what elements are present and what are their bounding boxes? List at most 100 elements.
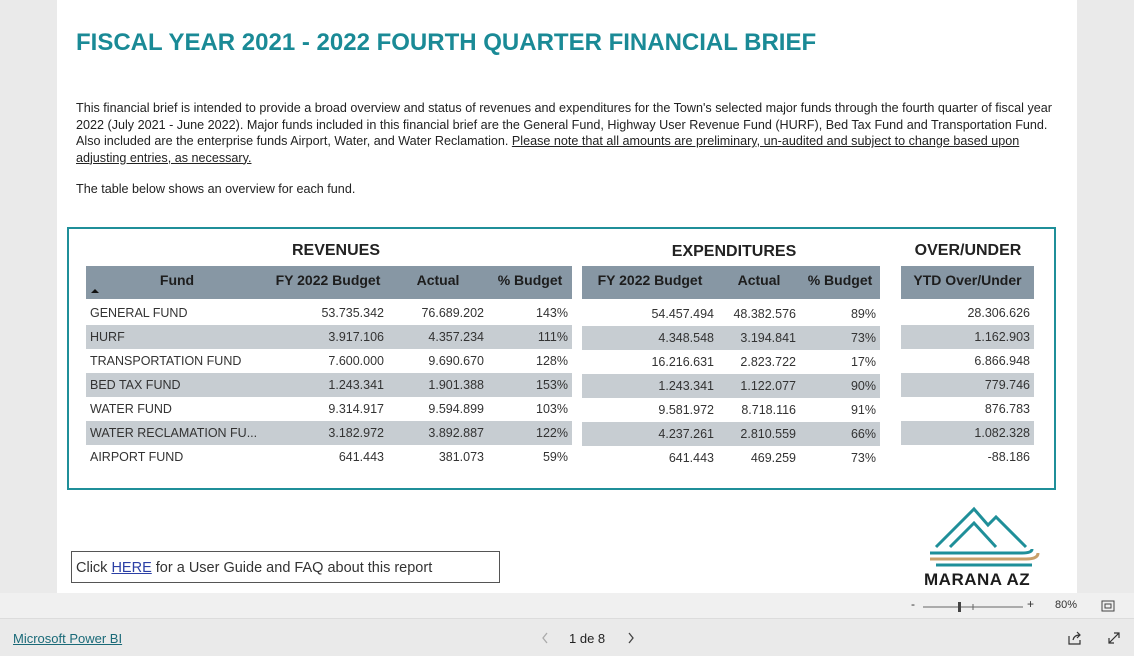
table-row: 9.581.972 8.718.116 91% bbox=[582, 398, 880, 422]
expenditure-column-header: FY 2022 Budget bbox=[597, 272, 703, 288]
link-text: for a User Guide and FAQ about this repo… bbox=[151, 560, 433, 576]
prev-page[interactable] bbox=[540, 631, 550, 645]
table-cell: 641.443 bbox=[338, 450, 384, 464]
fund-name: TRANSPORTATION FUND bbox=[90, 354, 242, 368]
table-cell: 7.600.000 bbox=[328, 354, 384, 368]
revenue-header: Fund FY 2022 Budget Actual % Budget bbox=[86, 266, 572, 299]
table-cell: 381.073 bbox=[438, 450, 484, 464]
fund-name: WATER RECLAMATION FU... bbox=[90, 426, 258, 440]
guide-link[interactable]: HERE bbox=[111, 560, 152, 576]
over-under-header: YTD Over/Under bbox=[901, 266, 1034, 299]
table-cell: 4.357.234 bbox=[428, 330, 484, 344]
table-cell: 1.082.328 bbox=[974, 426, 1030, 440]
table-row: HURF 3.917.106 4.357.234 111% bbox=[86, 325, 572, 349]
table-cell: 9.314.917 bbox=[328, 402, 384, 416]
table-cell: 6.866.948 bbox=[974, 354, 1030, 368]
intro-text: This financial brief is intended to prov… bbox=[76, 101, 1052, 148]
expenditure-column-header: % Budget bbox=[807, 272, 873, 288]
fund-name: WATER FUND bbox=[90, 402, 172, 416]
sort-icon[interactable] bbox=[90, 287, 100, 295]
table-row: WATER RECLAMATION FU... 3.182.972 3.892.88… bbox=[86, 421, 572, 445]
table-row: 28.306.626 bbox=[901, 301, 1034, 325]
table-cell: 90% bbox=[850, 379, 876, 393]
table-cell: 128% bbox=[536, 354, 568, 368]
fund-name: AIRPORT FUND bbox=[90, 450, 184, 464]
link-text: Click bbox=[76, 560, 112, 576]
table-row: 641.443 469.259 73% bbox=[582, 446, 880, 470]
table-row: 876.783 bbox=[901, 397, 1034, 421]
table-cell: 2.823.722 bbox=[740, 355, 796, 369]
table-cell: 1.243.341 bbox=[328, 378, 384, 392]
table-row: TRANSPORTATION FUND 7.600.000 9.690.670 128… bbox=[86, 349, 572, 373]
fund-name: GENERAL FUND bbox=[90, 306, 188, 320]
fullscreen-icon[interactable] bbox=[1106, 630, 1122, 646]
table-row: 4.348.548 3.194.841 73% bbox=[582, 326, 880, 350]
zoom-out[interactable]: - bbox=[911, 597, 915, 611]
table-cell: 3.917.106 bbox=[328, 330, 384, 344]
table-cell: 89% bbox=[850, 307, 876, 321]
table-row: 6.866.948 bbox=[901, 349, 1034, 373]
expenditure-column-header: Actual bbox=[737, 272, 781, 288]
revenues-title: REVENUES bbox=[291, 242, 381, 259]
table-cell: 1.162.903 bbox=[974, 330, 1030, 344]
table-cell: 73% bbox=[850, 331, 876, 345]
table-cell: 9.581.972 bbox=[658, 403, 714, 417]
logo-mark bbox=[930, 506, 1040, 567]
table-cell: 143% bbox=[536, 306, 568, 320]
table-cell: 16.216.631 bbox=[651, 355, 714, 369]
table-cell: 48.382.576 bbox=[733, 307, 796, 321]
table-cell: 9.594.899 bbox=[428, 402, 484, 416]
table-cell: 779.746 bbox=[984, 378, 1030, 392]
table-cell: 641.443 bbox=[668, 451, 714, 465]
brand-link[interactable]: Microsoft Power BI bbox=[13, 631, 123, 646]
table-row: 54.457.494 48.382.576 89% bbox=[582, 302, 880, 326]
table-cell: 53.735.342 bbox=[321, 306, 384, 320]
table-cell: 111% bbox=[537, 330, 568, 344]
table-note: The table below shows an overview for ea… bbox=[76, 182, 356, 196]
table-row: 16.216.631 2.823.722 17% bbox=[582, 350, 880, 374]
table-cell: 153% bbox=[536, 378, 568, 392]
table-row: 779.746 bbox=[901, 373, 1034, 397]
revenue-column-header: Fund bbox=[159, 272, 195, 288]
table-cell: 2.810.559 bbox=[740, 427, 796, 441]
share-icon[interactable] bbox=[1067, 630, 1083, 646]
table-cell: -88.186 bbox=[987, 450, 1030, 464]
fit-page[interactable] bbox=[1101, 600, 1115, 612]
zoom-level: 80% bbox=[1055, 599, 1078, 611]
expenditures-title: EXPENDITURES bbox=[671, 243, 797, 260]
table-cell: 4.237.261 bbox=[658, 427, 714, 441]
revenue-column-header: Actual bbox=[416, 272, 460, 288]
table-cell: 66% bbox=[850, 427, 876, 441]
table-cell: 1.122.077 bbox=[740, 379, 796, 393]
table-row: AIRPORT FUND 641.443 381.073 59% bbox=[86, 445, 572, 469]
logo-text: MARANA AZ bbox=[924, 570, 1031, 589]
table-cell: 54.457.494 bbox=[651, 307, 714, 321]
table-cell: 4.348.548 bbox=[658, 331, 714, 345]
revenue-column-header: % Budget bbox=[497, 272, 563, 288]
fund-name: BED TAX FUND bbox=[90, 378, 181, 392]
table-cell: 3.182.972 bbox=[328, 426, 384, 440]
table-cell: 59% bbox=[542, 450, 568, 464]
table-row: 1.243.341 1.122.077 90% bbox=[582, 374, 880, 398]
zoom-bar bbox=[0, 593, 1134, 618]
table-row: WATER FUND 9.314.917 9.594.899 103% bbox=[86, 397, 572, 421]
table-cell: 1.243.341 bbox=[658, 379, 714, 393]
table-cell: 91% bbox=[850, 403, 876, 417]
table-row: BED TAX FUND 1.243.341 1.901.388 153% bbox=[86, 373, 572, 397]
zoom-in[interactable]: + bbox=[1027, 597, 1035, 611]
table-cell: 8.718.116 bbox=[741, 403, 796, 417]
table-cell: 876.783 bbox=[984, 402, 1030, 416]
table-cell: 73% bbox=[850, 451, 876, 465]
table-cell: 122% bbox=[536, 426, 568, 440]
table-row: 4.237.261 2.810.559 66% bbox=[582, 422, 880, 446]
next-page[interactable] bbox=[626, 631, 636, 645]
page-indicator: 1 de 8 bbox=[569, 631, 606, 646]
table-row: GENERAL FUND 53.735.342 76.689.202 143% bbox=[86, 301, 572, 325]
table-row: 1.082.328 bbox=[901, 421, 1034, 445]
over-under-title: OVER/UNDER bbox=[914, 242, 1022, 259]
table-cell: 76.689.202 bbox=[421, 306, 484, 320]
over-under-column-header: YTD Over/Under bbox=[913, 272, 1022, 288]
expenditure-header: FY 2022 Budget Actual % Budget bbox=[582, 266, 880, 299]
zoom-slider[interactable] bbox=[922, 600, 1024, 614]
